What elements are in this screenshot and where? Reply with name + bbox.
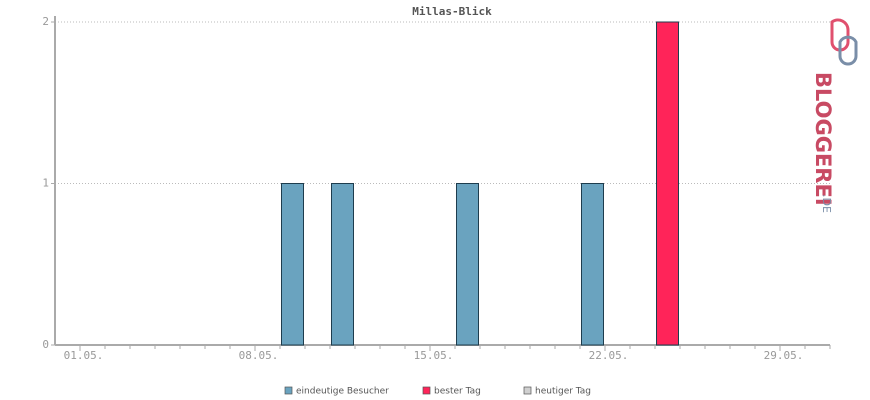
bar <box>456 183 479 346</box>
bar <box>281 183 304 346</box>
logo-icon <box>830 18 850 52</box>
x-tick-label: 22.05. <box>589 349 629 362</box>
x-tick-label: 29.05. <box>764 349 804 362</box>
bar <box>581 183 604 346</box>
y-tick-label: 2 <box>42 15 49 28</box>
bar <box>331 183 354 346</box>
y-tick-label: 0 <box>42 338 49 351</box>
legend-label: bester Tag <box>434 387 481 397</box>
x-tick-label: 08.05. <box>239 349 279 362</box>
x-tick-label: 15.05. <box>414 349 454 362</box>
y-tick-label: 1 <box>42 177 49 190</box>
legend-label: eindeutige Besucher <box>296 387 389 397</box>
logo: BLOGGEREI .DE <box>811 18 858 213</box>
chart-title: Millas-Blick <box>412 5 492 18</box>
legend-swatch <box>284 386 293 395</box>
legend-label: heutiger Tag <box>535 387 591 397</box>
logo-icon <box>838 35 858 66</box>
x-tick-label: 01.05. <box>64 349 104 362</box>
logo-tld: .DE <box>820 194 833 213</box>
bar <box>656 21 679 346</box>
legend-swatch <box>523 386 532 395</box>
logo-text: BLOGGEREI <box>811 72 835 206</box>
legend-swatch <box>422 386 431 395</box>
